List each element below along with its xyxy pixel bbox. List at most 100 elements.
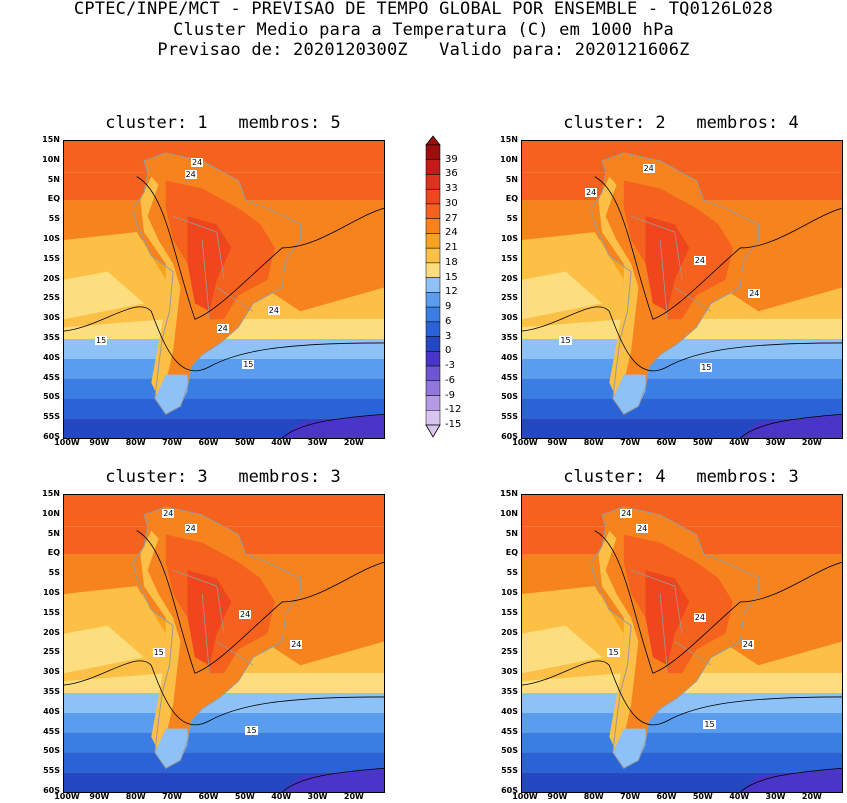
contour-label: 24: [162, 508, 175, 518]
contour-label: 24: [191, 157, 204, 167]
lat-tick-label: 25S: [43, 293, 60, 303]
lat-tick-label: 45S: [43, 372, 60, 382]
lat-tick-label: 5S: [506, 568, 518, 578]
lat-tick-label: 20S: [501, 273, 518, 283]
lat-tick-label: 25S: [501, 293, 518, 303]
lon-tick-label: 90W: [89, 438, 110, 447]
lat-tick-label: EQ: [47, 548, 60, 558]
map-panel: [63, 140, 385, 439]
contour-label: 24: [184, 169, 197, 179]
colorbar-tick-label: 21: [445, 242, 458, 254]
colorbar-tick-label: -9: [445, 389, 455, 401]
lon-tick-label: 20W: [801, 438, 822, 447]
lat-tick-label: 30S: [501, 313, 518, 323]
lat-tick-label: 5S: [48, 568, 60, 578]
lat-tick-label: 5N: [505, 174, 518, 184]
colorbar-tick-label: 18: [445, 256, 458, 268]
lat-tick-label: 15S: [43, 607, 60, 617]
lon-tick-label: 90W: [547, 438, 568, 447]
colorbar-tick-label: 39: [445, 153, 458, 165]
lon-tick-label: 30W: [765, 792, 786, 801]
subtitle-dates: Previsao de: 2020120300Z Valido para: 20…: [157, 40, 690, 60]
contour-label: 24: [585, 187, 598, 197]
lon-tick-label: 60W: [198, 438, 219, 447]
lon-tick-label: 70W: [620, 792, 641, 801]
lat-tick-label: 50S: [501, 746, 518, 756]
lon-tick-label: 30W: [765, 438, 786, 447]
lon-tick-label: 30W: [307, 792, 328, 801]
lat-tick-label: 40S: [501, 706, 518, 716]
lat-tick-label: EQ: [47, 194, 60, 204]
lat-tick-label: 60S: [501, 432, 518, 441]
lat-tick-label: EQ: [505, 194, 518, 204]
lat-tick-label: 60S: [43, 432, 60, 441]
colorbar-tick-label: -12: [445, 404, 462, 416]
colorbar-tick-label: 27: [445, 212, 458, 224]
lon-tick-label: 90W: [89, 792, 110, 801]
lon-tick-label: 30W: [307, 438, 328, 447]
colorbar-tick-label: -6: [445, 374, 455, 386]
lat-tick-label: 20S: [43, 273, 60, 283]
contour-label: 24: [267, 306, 280, 316]
lon-tick-label: 60W: [656, 792, 677, 801]
colorbar-tick-label: 33: [445, 183, 458, 195]
contour-label: 15: [559, 336, 572, 346]
lat-tick-label: 10N: [500, 154, 518, 164]
lon-tick-label: 80W: [125, 792, 146, 801]
colorbar-tick-label: 24: [445, 227, 458, 239]
map-panel: [63, 494, 385, 793]
lon-tick-label: 50W: [234, 792, 255, 801]
lat-tick-label: 10S: [43, 588, 60, 597]
lat-tick-label: 40S: [43, 706, 60, 716]
main-title: CPTEC/INPE/MCT - PREVISAO DE TEMPO GLOBA…: [73, 0, 774, 19]
colorbar-tick-label: 6: [445, 315, 452, 327]
contour-label: 15: [607, 648, 620, 658]
lat-tick-label: 5N: [47, 528, 60, 538]
colorbar-tick-label: 36: [445, 168, 458, 180]
lon-tick-label: 20W: [801, 792, 822, 801]
lat-tick-label: 10N: [42, 154, 60, 164]
colorbar-tick-label: 9: [445, 301, 452, 313]
contour-label: 15: [152, 648, 165, 658]
lat-tick-label: 10S: [43, 234, 60, 243]
lat-tick-label: 30S: [43, 667, 60, 677]
contour-label: 15: [242, 359, 255, 369]
lat-tick-label: 15S: [501, 253, 518, 263]
lat-tick-label: 50S: [501, 392, 518, 402]
contour-label: 24: [239, 609, 252, 619]
lat-tick-label: 35S: [501, 333, 518, 342]
lon-tick-label: 70W: [620, 438, 641, 447]
lat-tick-label: 25S: [43, 647, 60, 657]
contour-label: 24: [290, 639, 303, 649]
lat-tick-label: 55S: [501, 766, 518, 776]
lon-tick-label: 20W: [343, 792, 364, 801]
colorbar-tick-label: 3: [445, 330, 452, 342]
lon-tick-label: 50W: [692, 792, 713, 801]
panel-title: cluster: 2 membros: 4: [563, 113, 799, 133]
lon-tick-label: 20W: [343, 438, 364, 447]
lat-tick-label: 50S: [43, 392, 60, 402]
lat-tick-label: 30S: [43, 313, 60, 323]
lat-tick-label: 55S: [43, 766, 60, 776]
colorbar-tick-label: 30: [445, 197, 458, 209]
lon-tick-label: 50W: [692, 438, 713, 447]
map-panel: [521, 494, 843, 793]
subtitle-variable: Cluster Medio para a Temperatura (C) em …: [173, 20, 674, 40]
panel-title: cluster: 1 membros: 5: [105, 113, 341, 133]
lat-tick-label: 40S: [43, 352, 60, 362]
lat-tick-label: 15N: [42, 489, 60, 498]
contour-label: 24: [693, 255, 706, 265]
contour-label: 15: [700, 362, 713, 372]
lat-tick-label: 5S: [506, 214, 518, 224]
lon-tick-label: 70W: [162, 792, 183, 801]
lon-tick-label: 40W: [271, 792, 292, 801]
lon-tick-label: 100W: [54, 792, 80, 801]
contour-label: 24: [620, 508, 633, 518]
lon-tick-label: 100W: [512, 438, 538, 447]
colorbar-tick-label: -15: [445, 419, 462, 430]
contour-label: 15: [703, 719, 716, 729]
lat-tick-label: 15S: [501, 607, 518, 617]
lat-tick-label: 5N: [505, 528, 518, 538]
lat-tick-label: 30S: [501, 667, 518, 677]
lat-tick-label: 55S: [43, 412, 60, 422]
